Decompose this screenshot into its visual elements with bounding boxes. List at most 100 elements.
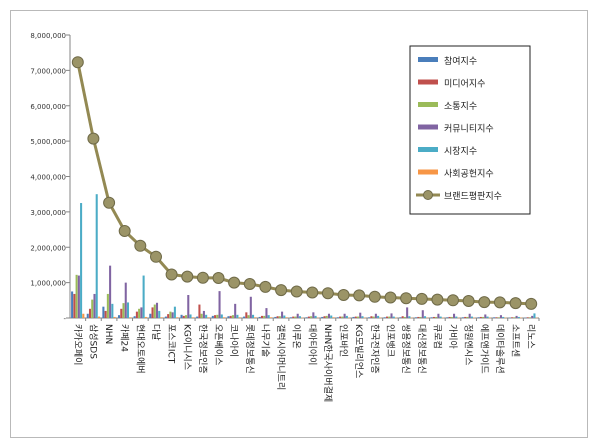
bar <box>415 317 418 318</box>
legend-label: 시장지수 <box>444 146 477 157</box>
bar <box>488 317 491 319</box>
line-point <box>134 239 147 252</box>
bar <box>502 316 505 318</box>
y-tick-label: - <box>63 315 66 323</box>
bar <box>419 316 422 318</box>
bar <box>124 282 127 319</box>
chart: - 1,000,000 2,000,000 3,000,000 4,000,000 5,0… <box>30 32 540 402</box>
bar <box>117 315 121 318</box>
bar <box>102 306 105 318</box>
bar <box>464 316 467 318</box>
bar <box>379 317 382 319</box>
bar <box>173 306 176 318</box>
bar <box>258 316 261 318</box>
line-point <box>150 250 162 263</box>
bar <box>202 310 205 318</box>
bar <box>151 307 154 318</box>
bar <box>435 316 438 318</box>
bar <box>82 313 85 318</box>
bar <box>153 304 156 318</box>
line-point <box>212 272 225 284</box>
bar <box>421 310 424 318</box>
bar <box>249 296 252 318</box>
bar <box>187 295 190 318</box>
x-tick-label: 큐로컴 <box>431 324 443 349</box>
bar <box>254 317 257 318</box>
x-tick-label: 오픈베이스 <box>213 324 224 365</box>
bar <box>511 317 514 318</box>
bar <box>111 303 114 318</box>
legend-swatch <box>418 102 438 107</box>
bar <box>363 317 366 319</box>
bar <box>330 315 333 318</box>
bar <box>122 303 125 318</box>
line-point <box>103 196 116 209</box>
bar <box>406 307 409 318</box>
bar <box>97 316 100 318</box>
bar <box>93 293 96 318</box>
x-tick-label: 데이타솔루션 <box>494 324 505 374</box>
line-point <box>181 270 194 283</box>
x-tick-label: KG모빌리언스 <box>353 324 365 378</box>
bar <box>495 317 498 318</box>
legend-swatch <box>418 79 438 85</box>
bar <box>198 304 201 318</box>
bar <box>497 317 500 318</box>
legend-label: 사회공헌지수 <box>444 169 494 180</box>
bar <box>142 275 145 318</box>
bar <box>448 316 451 318</box>
bar <box>432 316 435 318</box>
x-tick-label: 다날 <box>150 324 161 341</box>
x-tick-label: 카카오페이 <box>72 324 83 365</box>
bar <box>430 317 433 318</box>
bar <box>276 316 279 318</box>
bar <box>374 313 377 318</box>
bar <box>345 315 348 318</box>
bar <box>218 291 221 318</box>
bar <box>301 317 304 319</box>
x-tick-label: 이루온 <box>291 324 302 349</box>
bar <box>294 316 297 318</box>
bar <box>227 316 230 318</box>
x-tick-label: 포스코ICT <box>166 324 177 364</box>
bar <box>392 316 395 318</box>
bar <box>370 316 373 318</box>
legend-swatch <box>418 147 438 152</box>
bar <box>513 317 516 318</box>
bar <box>439 316 442 318</box>
x-tick-label: 대신정보통신 <box>416 324 427 374</box>
bar <box>310 316 313 318</box>
line-point <box>415 292 428 305</box>
bar <box>386 316 389 318</box>
bar <box>321 316 324 318</box>
bar <box>160 317 163 318</box>
bar <box>504 317 507 319</box>
bar <box>457 317 460 319</box>
bar <box>403 316 406 318</box>
line-point <box>118 225 131 237</box>
line-point <box>525 297 538 310</box>
line-point <box>275 284 288 297</box>
line-point <box>87 132 100 145</box>
bar <box>252 314 255 318</box>
x-tick-label: 코나아이 <box>228 324 239 357</box>
bar <box>205 314 208 318</box>
bar <box>176 317 179 318</box>
bar <box>265 308 268 318</box>
x-tick-label: 리노스 <box>525 324 536 349</box>
line-point <box>337 289 350 301</box>
bar <box>281 311 284 318</box>
bar <box>437 313 440 318</box>
bar <box>535 317 538 319</box>
bar <box>466 316 469 318</box>
x-tick-label: NHN한국사이버결제 <box>322 324 333 402</box>
bar <box>477 317 480 318</box>
bar <box>238 317 241 318</box>
bar <box>356 316 360 318</box>
line-point <box>384 291 397 304</box>
bar <box>426 317 429 319</box>
legend-swatch <box>418 124 438 130</box>
bar <box>169 311 172 318</box>
bar <box>189 314 192 318</box>
bar <box>479 316 482 318</box>
